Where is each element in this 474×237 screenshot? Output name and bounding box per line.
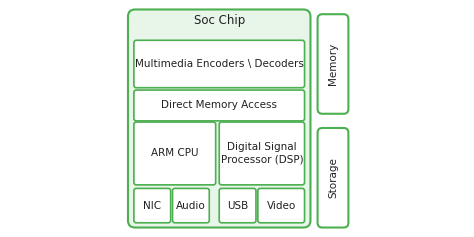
FancyBboxPatch shape: [134, 188, 171, 223]
Text: Multimedia Encoders \ Decoders: Multimedia Encoders \ Decoders: [135, 59, 304, 69]
FancyBboxPatch shape: [318, 128, 348, 228]
FancyBboxPatch shape: [134, 122, 216, 185]
Text: Storage: Storage: [328, 157, 338, 198]
FancyBboxPatch shape: [258, 188, 304, 223]
Text: Direct Memory Access: Direct Memory Access: [161, 100, 277, 110]
FancyBboxPatch shape: [318, 14, 348, 114]
Text: Soc Chip: Soc Chip: [193, 14, 245, 27]
Text: NIC: NIC: [143, 201, 161, 211]
Text: Audio: Audio: [176, 201, 206, 211]
FancyBboxPatch shape: [173, 188, 210, 223]
FancyBboxPatch shape: [134, 90, 304, 121]
Text: Digital Signal
Processor (DSP): Digital Signal Processor (DSP): [220, 142, 303, 165]
FancyBboxPatch shape: [134, 40, 304, 88]
Text: Memory: Memory: [328, 43, 338, 85]
Text: Video: Video: [266, 201, 296, 211]
Text: USB: USB: [227, 201, 248, 211]
FancyBboxPatch shape: [219, 122, 304, 185]
Text: ARM CPU: ARM CPU: [151, 148, 199, 159]
FancyBboxPatch shape: [219, 188, 256, 223]
FancyBboxPatch shape: [128, 9, 310, 228]
